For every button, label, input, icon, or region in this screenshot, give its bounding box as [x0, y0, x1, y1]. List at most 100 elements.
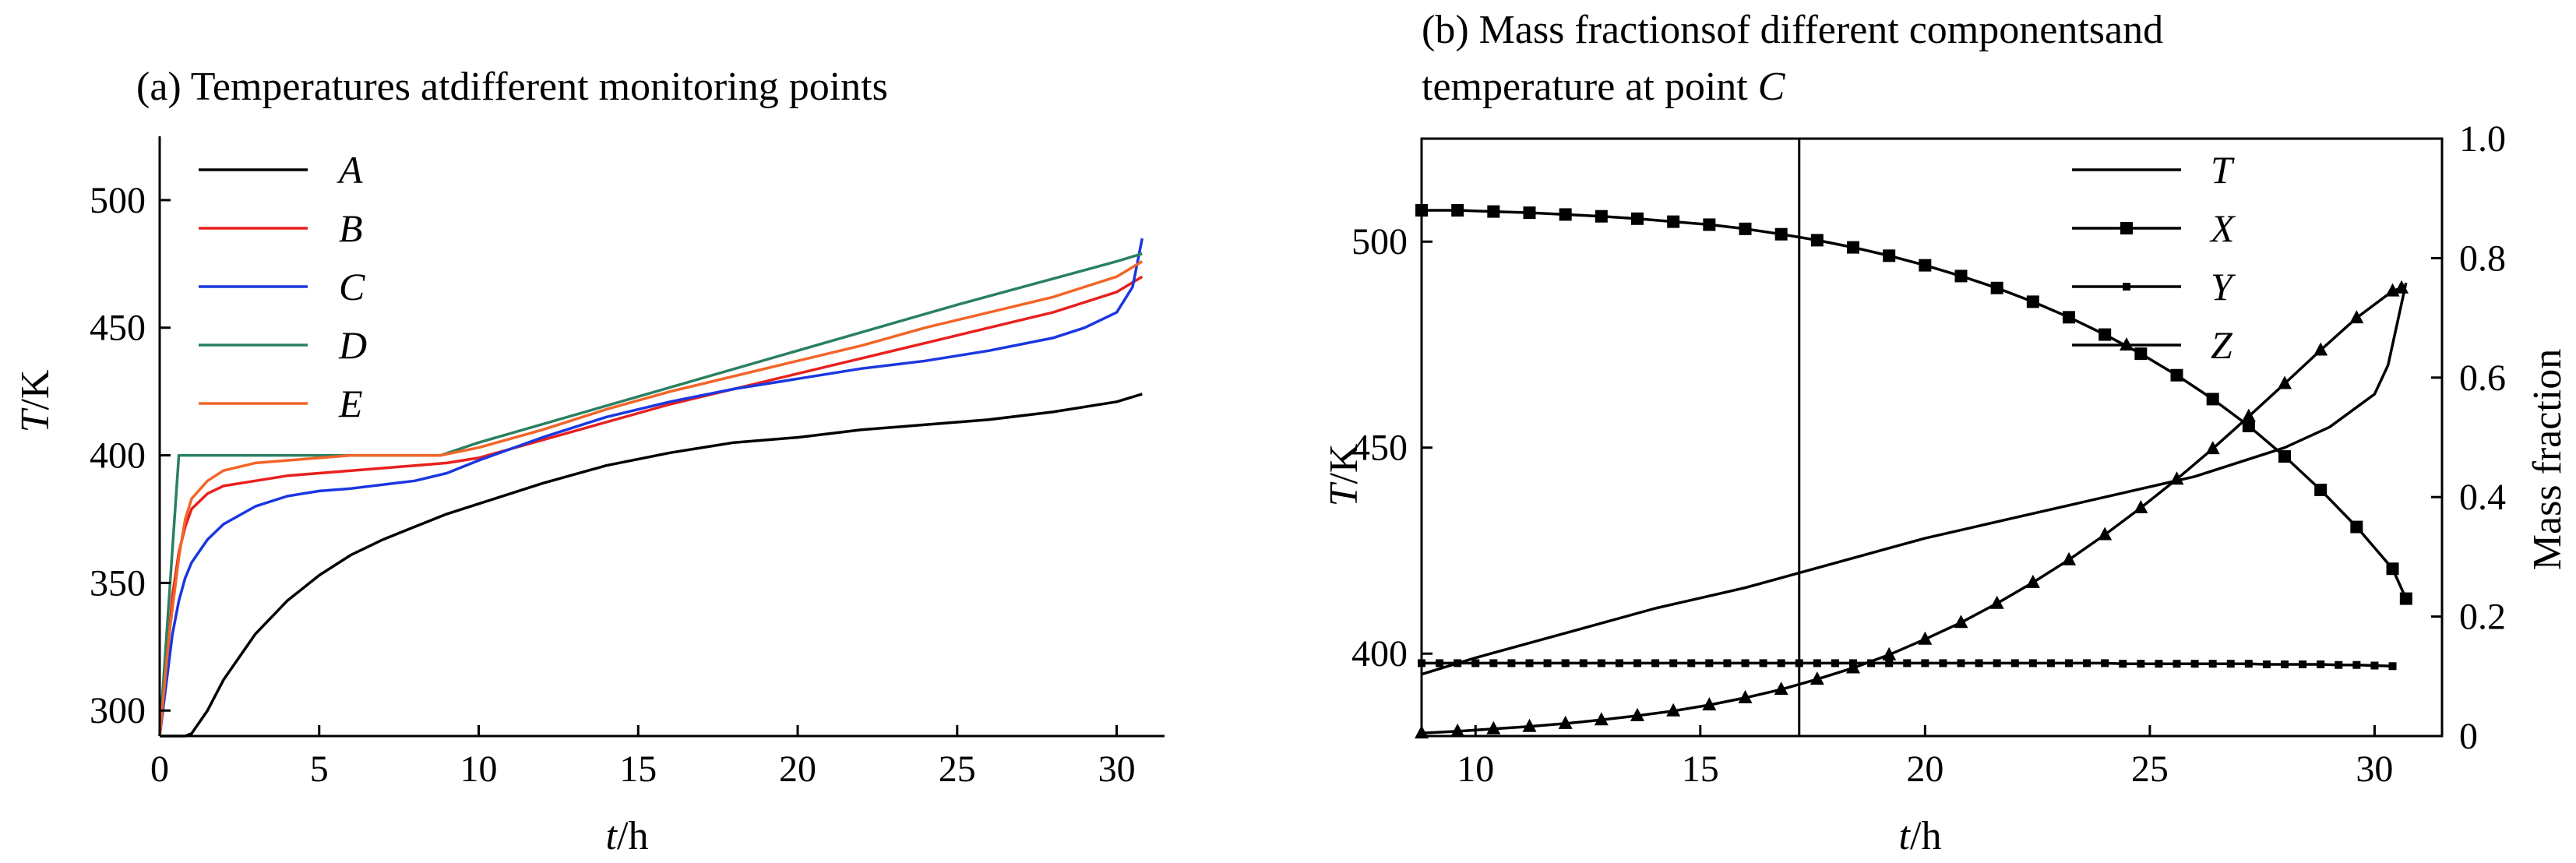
panel-b-point-Y: [1507, 659, 1516, 668]
panel-b-x-tick-label: 25: [2131, 749, 2169, 790]
panel-a-y-tick-label: 300: [90, 690, 146, 731]
panel-b-title-line2: temperature at point C: [1422, 65, 1786, 109]
panel-b-point-Y: [1975, 659, 1983, 668]
panel-b-point-X: [1559, 208, 1572, 221]
panel-b-point-Z: [1522, 718, 1537, 732]
panel-b-point-X: [1487, 205, 1500, 218]
panel-b-point-Y: [1454, 659, 1462, 668]
panel-b-point-X: [1595, 210, 1608, 223]
panel-b-title-line1: (b) Mass fractionsof different component…: [1422, 8, 2163, 52]
panel-b-point-Y: [2226, 660, 2235, 668]
panel-b-y-tick-label: 450: [1351, 428, 1408, 469]
panel-b-x-tick-label: 10: [1457, 749, 1494, 790]
panel-b-point-Y: [2010, 659, 2019, 668]
panel-b-point-Y: [2281, 660, 2289, 668]
panel-a-legend-label-C: C: [339, 265, 365, 308]
panel-b-y-tick-label: 400: [1351, 633, 1408, 675]
panel-a-y-tick-label: 350: [90, 562, 146, 604]
panel-b-point-Z: [2134, 500, 2148, 514]
panel-b-point-Z: [1450, 723, 1465, 737]
panel-b-point-Y: [1723, 659, 1732, 668]
panel-b-point-Z: [1882, 646, 1897, 660]
panel-b-point-Y: [2101, 659, 2109, 668]
panel-b-point-Z: [1738, 689, 1753, 703]
panel-a-x-tick-label: 30: [1098, 749, 1136, 790]
panel-b-point-Z: [2313, 342, 2328, 356]
panel-b-point-X: [1954, 269, 1968, 283]
panel-b-point-Y: [2335, 660, 2343, 669]
panel-b-y-axis-label: T/K: [1322, 443, 1366, 506]
panel-b-point-Z: [2395, 280, 2409, 294]
panel-b-point-Y: [1633, 659, 1642, 668]
panel-b-point-Y: [1436, 659, 1444, 668]
panel-b-y2-tick-label: 0: [2459, 716, 2478, 757]
panel-b-point-Y: [1867, 659, 1876, 668]
panel-b-point-Y: [1651, 659, 1660, 668]
panel-b-point-X: [1739, 222, 1752, 235]
panel-b-point-Y: [1759, 659, 1767, 668]
panel-a-series-line-D: [158, 252, 1143, 737]
panel-b-point-Y: [2119, 660, 2127, 668]
panel-b-point-Y: [1471, 659, 1480, 668]
panel-b-y2-tick-label: 0.2: [2459, 597, 2506, 638]
panel-b-legend-label-Y: Y: [2211, 265, 2236, 308]
panel-b-y2-tick-label: 0.4: [2459, 477, 2506, 518]
panel-b-point-Y: [2046, 659, 2055, 668]
panel-b-y2-tick-label: 0.6: [2459, 358, 2506, 399]
panel-b-point-Y: [2083, 659, 2091, 668]
panel-a-axes: 0 5 10 15 20 25 30 300 350 400 450 500: [90, 136, 1165, 790]
panel-b-point-X: [1847, 241, 1860, 254]
panel-b-point-Z: [2241, 408, 2256, 422]
panel-b-point-X: [1774, 227, 1788, 241]
panel-b-legend-label-T: T: [2211, 148, 2235, 192]
panel-b-point-Y: [1489, 659, 1498, 668]
panel-b-point-Y: [2317, 660, 2325, 668]
panel-a-series-line-B: [158, 275, 1144, 737]
panel-b-point-Y: [2370, 661, 2379, 670]
panel-b-y2-tick-label: 0.8: [2459, 238, 2506, 279]
panel-b-point-X: [2026, 295, 2039, 308]
panel-b-point-Y: [2262, 660, 2271, 668]
panel-b-point-Z: [1558, 715, 1573, 729]
panel-a-y-tick-label: 500: [90, 180, 146, 221]
panel-b-point-Y: [2155, 660, 2163, 668]
panel-a-y-tick-label: 400: [90, 435, 146, 477]
panel-b-point-Y: [1561, 659, 1570, 668]
panel-b-x-axis-label: t/h: [1899, 814, 1942, 858]
panel-b-point-Z: [2062, 551, 2077, 565]
panel-b-point-Y: [2208, 660, 2217, 668]
panel-b-point-Z: [1630, 707, 1645, 721]
panel-b-point-X: [1883, 249, 1896, 262]
panel-b-point-X: [2170, 368, 2183, 382]
panel-a-legend-label-A: A: [337, 148, 363, 192]
panel-a-x-tick-label: 0: [150, 749, 169, 790]
panel-b-point-Z: [1666, 703, 1681, 717]
panel-b-point-X: [2278, 450, 2292, 463]
panel-b-point-Z: [2169, 471, 2184, 485]
panel-a-x-tick-label: 10: [460, 749, 498, 790]
panel-b-mass-fractions: (b) Mass fractionsof different component…: [1322, 8, 2570, 858]
panel-b-point-Y: [1921, 659, 1929, 668]
panel-b-point-X: [2242, 419, 2255, 432]
panel-b-legend-marker-X: [2120, 222, 2133, 234]
panel-b-point-Z: [1918, 631, 1933, 645]
panel-b-point-X: [2314, 483, 2328, 496]
panel-b-point-Z: [2025, 574, 2040, 588]
panel-a-x-tick-label: 20: [779, 749, 816, 790]
panel-b-point-Y: [1741, 659, 1750, 668]
panel-a-x-tick-label: 5: [310, 749, 329, 790]
panel-b-point-Y: [1543, 659, 1552, 668]
panel-b-point-Y: [2352, 660, 2361, 669]
panel-b-y2-tick-label: 1.0: [2459, 118, 2506, 160]
panel-b-point-Z: [1846, 660, 1861, 674]
panel-a-temperatures: (a) Temperatures atdifferent monitoring …: [13, 65, 1165, 858]
panel-b-point-Y: [2173, 660, 2181, 668]
panel-b-point-Y: [2190, 660, 2199, 668]
panel-b-point-X: [1667, 215, 1680, 228]
panel-a-legend-label-E: E: [338, 382, 363, 425]
panel-b-point-Y: [1885, 659, 1894, 668]
panel-a-title: (a) Temperatures atdifferent monitoring …: [136, 65, 888, 109]
panel-a-x-tick-label: 25: [939, 749, 976, 790]
